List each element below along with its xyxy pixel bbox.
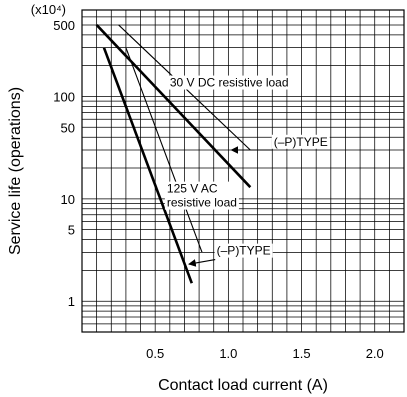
- grid: [81, 9, 405, 333]
- y-tick-label: 50: [61, 120, 75, 135]
- y-tick-label: 10: [61, 192, 75, 207]
- x-tick-label: 1.5: [293, 346, 311, 361]
- annotation-background: [164, 181, 239, 210]
- x-axis-label: Contact load current (A): [158, 377, 328, 394]
- series-line-ac-p-type: [125, 47, 203, 253]
- y-unit-label: (x10⁴): [31, 2, 66, 17]
- annotation-text: (–P)TYPE: [274, 135, 328, 149]
- annotation-background: [167, 75, 291, 90]
- series-layer: [95, 24, 252, 284]
- y-axis-label: Service life (operations): [7, 87, 24, 255]
- annotation-dc-ptype: (–P)TYPE: [230, 134, 330, 154]
- annotation-ac-ptype: (–P)TYPE: [188, 243, 273, 267]
- x-tick-label: 1.0: [219, 346, 237, 361]
- annotation-text: resistive load: [167, 196, 237, 210]
- series-line-dc-standard: [95, 24, 252, 189]
- y-tick-label: 100: [53, 89, 75, 104]
- y-tick-label: 500: [53, 18, 75, 33]
- annotation-background: [214, 243, 273, 258]
- annotation-arrow: [188, 259, 216, 267]
- annotation-text: 125 V AC: [167, 182, 218, 196]
- x-tick-label: 2.0: [366, 346, 384, 361]
- annotation-layer: 30 V DC resistive load (–P)TYPE 125 V ACre…: [164, 75, 330, 267]
- y-tick-label: 1: [68, 294, 75, 309]
- x-tick-label: 0.5: [146, 346, 164, 361]
- annotation-text: 30 V DC resistive load: [170, 76, 289, 90]
- annotation-background: [271, 134, 330, 149]
- series-line-ac-standard: [102, 47, 193, 284]
- plot-frame: [81, 9, 405, 333]
- tick-layer: 0.5 1.0 1.5 2.0 500 100 50 10 5 1: [53, 18, 383, 361]
- y-tick-label: 5: [68, 223, 75, 238]
- annotation-text: (–P)TYPE: [217, 244, 271, 258]
- annotation-dc-load: 30 V DC resistive load: [167, 75, 291, 90]
